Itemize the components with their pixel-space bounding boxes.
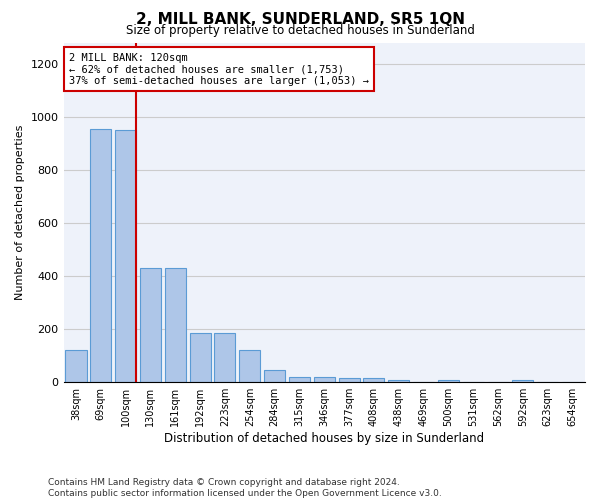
Bar: [165, 268, 186, 382]
Text: 2 MILL BANK: 120sqm
← 62% of detached houses are smaller (1,753)
37% of semi-det: 2 MILL BANK: 120sqm ← 62% of detached ho…: [69, 52, 369, 86]
Text: Contains HM Land Registry data © Crown copyright and database right 2024.
Contai: Contains HM Land Registry data © Crown c…: [48, 478, 442, 498]
Bar: [90, 129, 112, 382]
Bar: [388, 380, 409, 382]
Text: 2, MILL BANK, SUNDERLAND, SR5 1QN: 2, MILL BANK, SUNDERLAND, SR5 1QN: [136, 12, 464, 28]
Text: Size of property relative to detached houses in Sunderland: Size of property relative to detached ho…: [125, 24, 475, 37]
Bar: [239, 350, 260, 382]
Y-axis label: Number of detached properties: Number of detached properties: [15, 124, 25, 300]
Bar: [438, 380, 459, 382]
Bar: [512, 380, 533, 382]
Bar: [264, 370, 285, 382]
Bar: [115, 130, 136, 382]
X-axis label: Distribution of detached houses by size in Sunderland: Distribution of detached houses by size …: [164, 432, 484, 445]
Bar: [338, 378, 359, 382]
Bar: [65, 350, 86, 382]
Bar: [190, 333, 211, 382]
Bar: [214, 333, 235, 382]
Bar: [364, 378, 385, 382]
Bar: [140, 268, 161, 382]
Bar: [314, 377, 335, 382]
Bar: [289, 377, 310, 382]
